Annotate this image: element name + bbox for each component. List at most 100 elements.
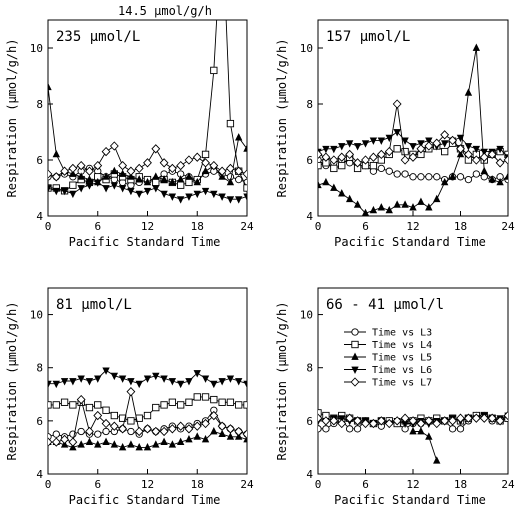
- data-point-L5: [433, 456, 441, 464]
- data-point-L7: [93, 160, 103, 171]
- data-point-L6: [409, 143, 417, 151]
- data-point-L5: [110, 440, 119, 448]
- data-point-L5: [425, 432, 433, 440]
- data-point-L7: [400, 413, 410, 423]
- data-point-L7: [448, 416, 458, 426]
- data-point-L5: [77, 440, 85, 448]
- data-point-L6: [48, 185, 52, 193]
- data-point-L7: [321, 416, 331, 426]
- data-point-L7: [176, 160, 186, 171]
- data-point-L7: [448, 135, 458, 146]
- y-tick-label: 10: [300, 42, 313, 55]
- chart-panel-3: 0 6 12 18 24 4 6 8 10 Pacific Standard Time Respir…: [5, 287, 254, 507]
- data-point-L6: [322, 145, 330, 154]
- data-point-L6: [425, 137, 433, 145]
- data-point-L7: [184, 155, 194, 165]
- data-point-L6: [69, 190, 77, 199]
- data-point-L4: [226, 119, 235, 128]
- data-point-L7: [159, 158, 169, 168]
- top-clipped-value-note: 14.5 µmol/g/h: [118, 4, 212, 18]
- data-point-L3: [409, 173, 417, 181]
- y-tick-label: 4: [306, 210, 313, 223]
- data-point-L6: [143, 375, 152, 383]
- data-point-L7: [329, 155, 339, 165]
- data-point-L6: [110, 182, 119, 190]
- data-point-L4: [127, 417, 135, 425]
- data-point-L7: [85, 166, 94, 176]
- data-point-L3: [322, 425, 330, 433]
- data-point-L4: [85, 403, 94, 412]
- y-tick-label: 10: [30, 309, 43, 322]
- data-point-L7: [463, 413, 473, 423]
- data-point-L3: [94, 430, 102, 438]
- data-point-L7: [471, 155, 481, 165]
- data-point-L4: [143, 411, 152, 420]
- data-point-L7: [109, 421, 119, 431]
- data-point-L4: [218, 398, 226, 406]
- x-tick-label: 0: [315, 478, 322, 491]
- data-point-L6: [102, 367, 110, 375]
- y-tick-label: 6: [36, 154, 43, 167]
- data-point-L5: [210, 427, 218, 435]
- data-point-L4: [69, 181, 77, 189]
- data-point-L4: [185, 398, 193, 406]
- data-point-L7: [118, 424, 128, 434]
- data-point-L6: [94, 179, 102, 187]
- legend-marker-L4: [351, 340, 359, 349]
- data-point-L5: [226, 177, 235, 186]
- data-point-L4: [152, 403, 160, 412]
- data-point-L7: [408, 152, 418, 162]
- data-point-L7: [479, 413, 489, 423]
- data-point-L6: [218, 378, 226, 386]
- data-point-L5: [226, 432, 235, 440]
- data-point-L6: [193, 190, 201, 199]
- data-point-L6: [168, 378, 177, 386]
- data-point-L3: [456, 173, 465, 181]
- data-point-L3: [480, 173, 488, 181]
- data-point-L5: [464, 88, 473, 96]
- data-point-L5: [168, 177, 177, 186]
- data-point-L3: [433, 173, 441, 181]
- data-point-L5: [118, 169, 127, 177]
- data-point-L3: [448, 425, 457, 433]
- legend-label-L4: Time vs L4: [372, 340, 432, 351]
- data-point-L7: [225, 424, 235, 434]
- data-point-L5: [456, 149, 465, 158]
- data-point-L5: [193, 177, 201, 186]
- data-point-L6: [472, 145, 481, 154]
- data-point-L6: [176, 196, 185, 204]
- data-point-L3: [346, 425, 354, 433]
- panel-title: 81 µmol/L: [56, 297, 132, 313]
- x-tick-label: 18: [454, 220, 467, 233]
- data-point-L4: [110, 411, 118, 420]
- panel-title: 157 µmol/L: [326, 29, 410, 45]
- series-line-L5: [413, 431, 438, 461]
- data-point-L4: [210, 66, 218, 75]
- data-point-L5: [143, 442, 152, 451]
- data-point-L6: [201, 187, 210, 196]
- data-point-L4: [226, 398, 235, 406]
- data-point-L7: [68, 163, 78, 174]
- data-point-L7: [126, 166, 136, 176]
- data-point-L6: [338, 415, 346, 423]
- data-point-L7: [384, 418, 394, 429]
- data-point-L7: [479, 152, 489, 162]
- x-tick-label: 24: [240, 220, 254, 233]
- data-point-L7: [201, 418, 210, 429]
- data-point-L7: [118, 160, 128, 171]
- data-point-L3: [353, 425, 362, 433]
- data-point-L5: [433, 194, 441, 203]
- data-point-L3: [393, 170, 401, 178]
- data-point-L7: [400, 155, 410, 165]
- data-point-L6: [152, 185, 160, 193]
- data-point-L5: [201, 166, 210, 175]
- data-point-L7: [242, 429, 247, 439]
- data-point-L7: [76, 160, 86, 171]
- y-tick-label: 8: [36, 98, 43, 111]
- data-point-L5: [135, 175, 143, 183]
- data-point-L6: [361, 140, 370, 148]
- legend-label-L3: Time vs L3: [372, 328, 432, 339]
- data-point-L6: [235, 196, 243, 204]
